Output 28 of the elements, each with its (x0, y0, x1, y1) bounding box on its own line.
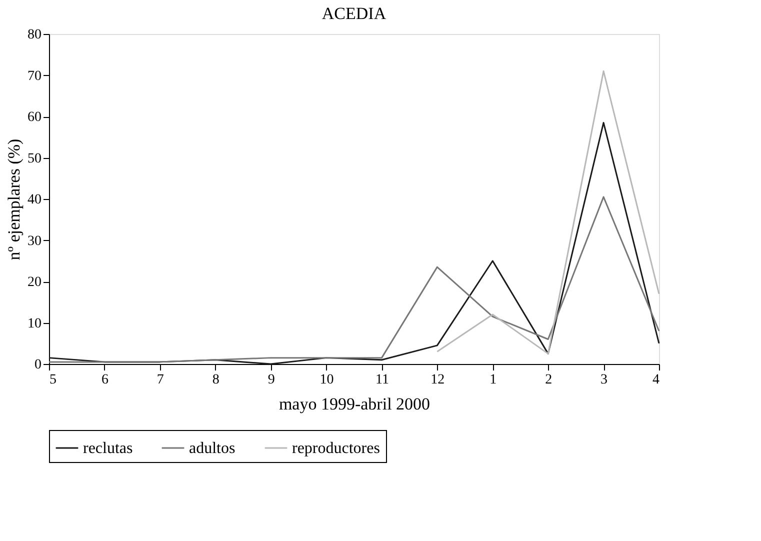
x-axis-title: mayo 1999-abril 2000 (278, 394, 430, 414)
x-tick-label: 6 (101, 372, 108, 388)
y-tick-label: 60 (28, 110, 42, 125)
x-tick-label: 12 (430, 372, 445, 388)
y-tick-label: 50 (28, 151, 42, 166)
y-tick-label: 20 (28, 275, 42, 290)
legend-label: reproductores (292, 440, 380, 457)
y-tick-label: 70 (28, 68, 42, 84)
x-tick-label: 1 (490, 372, 497, 388)
y-tick-label: 40 (28, 192, 42, 208)
x-tick-label: 5 (50, 372, 56, 388)
x-tick-label: 7 (156, 372, 164, 388)
x-tick-label: 8 (212, 372, 220, 388)
x-tick-label: 3 (600, 372, 608, 388)
y-tick-label: 30 (28, 234, 42, 249)
y-tick-label: 0 (34, 358, 42, 372)
y-tick-label: 10 (28, 316, 42, 332)
x-tick-label: 11 (375, 372, 389, 388)
legend-label: adultos (189, 440, 236, 457)
line-series (436, 70, 660, 354)
y-tick-label: 80 (28, 28, 42, 42)
x-tick-label: 9 (268, 372, 275, 388)
chart-title: ACEDIA (322, 4, 387, 23)
x-tick-label: 2 (545, 372, 552, 388)
legend-label: reclutas (83, 440, 133, 457)
x-tick-label: 10 (320, 372, 334, 388)
x-tick-label: 4 (652, 372, 660, 388)
y-axis-title: nº ejemplares (%) (4, 138, 24, 260)
